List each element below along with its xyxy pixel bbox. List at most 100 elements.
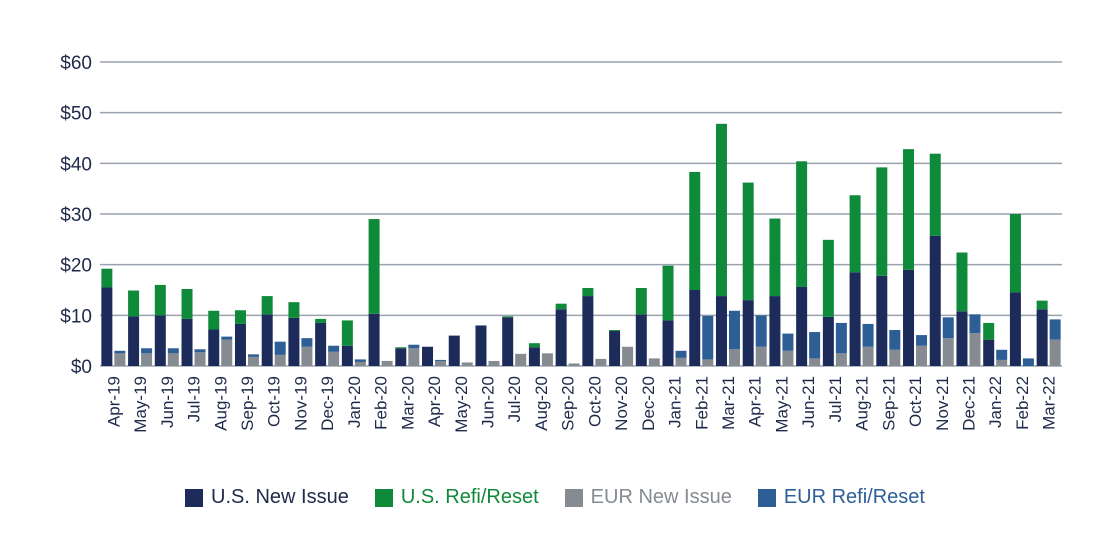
bar-eur-new-issue: [488, 360, 500, 366]
bar-us-refi-reset: [261, 296, 273, 315]
bar-us-new-issue: [502, 317, 514, 366]
bar-us-refi-reset: [555, 303, 567, 310]
bar-us-new-issue: [609, 331, 621, 366]
bar-eur-refi-reset: [167, 348, 179, 354]
legend-item-eur-new-issue: EUR New Issue: [564, 486, 732, 509]
bar-us-refi-reset: [1036, 300, 1048, 310]
bar-eur-new-issue: [515, 353, 527, 366]
bar-us-new-issue: [101, 287, 113, 366]
bar-us-refi-reset: [395, 347, 407, 349]
y-tick-label: $50: [60, 104, 92, 125]
bar-us-new-issue: [448, 335, 460, 366]
legend: U.S. New Issue U.S. Refi/Reset EUR New I…: [0, 486, 1110, 509]
bar-eur-new-issue: [969, 333, 981, 366]
legend-swatch: [757, 488, 776, 507]
bar-us-refi-reset: [796, 161, 808, 287]
bar-eur-new-issue: [167, 353, 179, 366]
bar-eur-new-issue: [675, 357, 687, 366]
bar-us-refi-reset: [1009, 214, 1021, 293]
bar-us-new-issue: [341, 345, 353, 366]
legend-item-eur-refi-reset: EUR Refi/Reset: [757, 486, 925, 509]
bar-us-new-issue: [234, 323, 246, 366]
x-tick-label: Jul-21: [826, 376, 845, 422]
x-tick-label: Jan-22: [986, 376, 1005, 428]
legend-label: U.S. Refi/Reset: [400, 486, 539, 508]
bar-eur-refi-reset: [702, 315, 714, 360]
legend-swatch: [374, 488, 393, 507]
bar-eur-refi-reset: [809, 332, 821, 359]
bar-eur-new-issue: [702, 359, 714, 366]
bar-us-new-issue: [1036, 309, 1048, 366]
bar-us-new-issue: [662, 320, 674, 366]
y-tick-label: $30: [60, 205, 92, 226]
x-tick-label: Dec-19: [318, 376, 337, 431]
x-tick-label: Jul-20: [505, 376, 524, 422]
x-tick-label: Nov-19: [291, 376, 310, 431]
y-tick-label: $60: [60, 53, 92, 74]
x-tick-label: Mar-21: [719, 376, 738, 430]
x-tick-label: Jun-19: [158, 376, 177, 428]
bar-us-refi-reset: [983, 322, 995, 340]
x-tick-label: May-21: [772, 376, 791, 433]
bar-us-refi-reset: [662, 265, 674, 321]
x-tick-label: Feb-21: [692, 376, 711, 430]
bar-us-refi-reset: [288, 302, 300, 318]
bar-us-new-issue: [315, 322, 327, 366]
bar-us-refi-reset: [689, 171, 701, 290]
bar-us-refi-reset: [715, 123, 727, 297]
bar-us-new-issue: [822, 316, 834, 366]
bar-eur-new-issue: [247, 356, 259, 366]
x-tick-label: Mar-22: [1040, 376, 1059, 430]
bar-eur-new-issue: [328, 351, 340, 366]
bar-eur-new-issue: [648, 358, 660, 366]
x-tick-label: Jun-21: [799, 376, 818, 428]
bar-us-new-issue: [796, 286, 808, 366]
bar-eur-new-issue: [194, 352, 206, 366]
bar-eur-refi-reset: [354, 359, 366, 362]
bar-eur-new-issue: [435, 360, 447, 366]
bar-eur-new-issue: [461, 362, 473, 366]
bar-eur-refi-reset: [247, 354, 259, 357]
bar-us-refi-reset: [315, 318, 327, 323]
y-tick-label: $0: [71, 357, 92, 378]
bar-eur-new-issue: [221, 339, 233, 366]
bar-us-new-issue: [528, 347, 540, 366]
bar-us-refi-reset: [849, 195, 861, 273]
x-tick-label: Jan-21: [666, 376, 685, 428]
bar-us-new-issue: [395, 348, 407, 366]
x-tick-label: Feb-20: [372, 376, 391, 430]
x-tick-label: Oct-19: [265, 376, 284, 427]
bar-us-refi-reset: [368, 219, 380, 314]
x-tick-label: Feb-22: [1013, 376, 1032, 430]
x-tick-label: Aug-19: [211, 376, 230, 431]
bar-us-refi-reset: [154, 284, 166, 316]
bar-eur-refi-reset: [728, 310, 740, 350]
bar-eur-refi-reset: [835, 322, 847, 354]
x-tick-label: Dec-21: [959, 376, 978, 431]
bar-us-refi-reset: [502, 316, 514, 318]
bar-eur-new-issue: [889, 349, 901, 366]
x-tick-label: Oct-21: [906, 376, 925, 427]
bar-us-new-issue: [849, 272, 861, 366]
bar-eur-refi-reset: [862, 323, 874, 347]
bar-us-refi-reset: [903, 149, 915, 270]
legend-label: EUR Refi/Reset: [783, 486, 925, 508]
bar-us-refi-reset: [208, 310, 220, 330]
x-tick-label: Sep-21: [879, 376, 898, 431]
legend-swatch: [185, 488, 204, 507]
x-tick-label: Nov-21: [933, 376, 952, 431]
bar-eur-refi-reset: [755, 315, 767, 347]
bar-eur-new-issue: [809, 358, 821, 366]
x-tick-label: May-20: [452, 376, 471, 433]
bar-us-refi-reset: [876, 167, 888, 276]
bar-eur-new-issue: [274, 354, 286, 366]
x-tick-label: Jul-19: [185, 376, 204, 422]
bar-eur-new-issue: [568, 363, 580, 366]
bar-us-refi-reset: [341, 320, 353, 346]
bar-us-refi-reset: [582, 287, 594, 297]
bar-eur-refi-reset: [1022, 358, 1034, 366]
legend-label: U.S. New Issue: [211, 486, 349, 508]
bar-us-refi-reset: [181, 288, 193, 319]
bar-eur-refi-reset: [889, 330, 901, 350]
bar-eur-new-issue: [381, 360, 393, 366]
